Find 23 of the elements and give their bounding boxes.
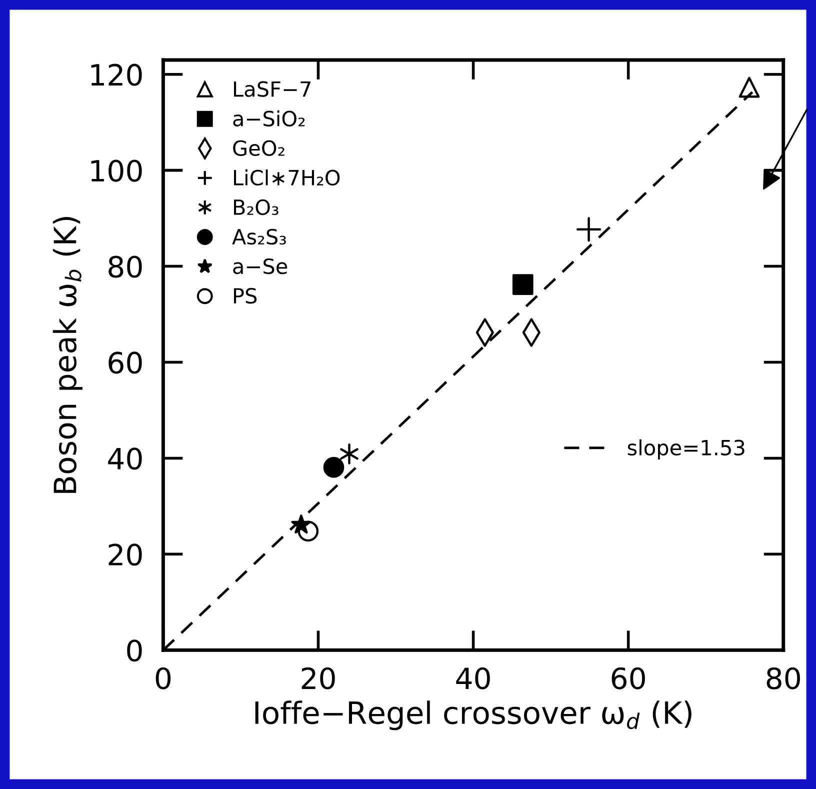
legend-label: a−SiO₂	[233, 110, 305, 126]
y-tick-label: 20	[108, 544, 142, 566]
legend-label: B₂O₃	[234, 199, 278, 216]
legend-label: LaSF−7	[234, 81, 310, 97]
x-tick-label: 20	[302, 667, 335, 690]
legend-label: LiCl∗7H₂O	[234, 169, 340, 186]
y-tick-label: 60	[108, 352, 142, 374]
y-tick-label: 120	[91, 64, 142, 86]
legend-label: GeO₂	[233, 140, 284, 156]
legend-label: a−Se	[233, 258, 288, 274]
legend-label: slope=1.53	[628, 439, 744, 460]
y-axis-title: Boson peak ω$_{b}$ (K)	[52, 216, 82, 493]
y-tick-label: 0	[127, 640, 142, 662]
legend-label: PS	[234, 288, 257, 304]
y-tick-label: 40	[108, 448, 142, 470]
legend-label: As₂S₃	[232, 228, 286, 245]
x-tick-label: 0	[156, 667, 171, 690]
x-tick-label: 60	[612, 667, 645, 690]
x-tick-label: 80	[766, 667, 800, 690]
y-tick-label: 100	[91, 160, 142, 182]
y-tick-label: 80	[108, 256, 142, 278]
x-axis-title: Ioffe−Regel crossover ω$_{d}$ (K)	[255, 700, 692, 730]
x-tick-label: 40	[456, 667, 490, 690]
